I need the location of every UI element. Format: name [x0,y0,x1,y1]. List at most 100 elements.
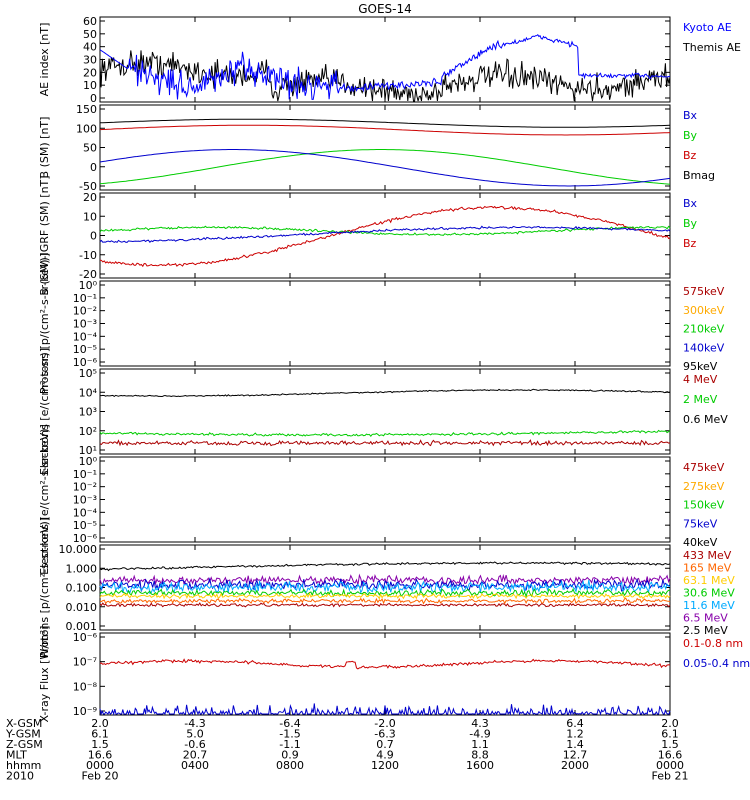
legend-entry: 0.05-0.4 nm [683,657,750,670]
legend-entry: By [683,129,698,142]
legend-entry: 300keV [683,304,725,317]
y-tick-label: 10 [83,79,97,92]
footer-value: 16.6 [658,749,683,762]
y-tick-label: 10⁻² [73,481,97,494]
series-band [99,577,671,593]
y-tick-label: 10⁵ [79,367,97,380]
footer-row-label: Y-GSM [5,728,41,741]
series-band [99,602,671,608]
y-tick-label: -20 [79,268,97,281]
y-tick-label: 10⁻¹ [73,468,97,481]
footer-value: 1200 [371,759,399,772]
series-by [99,225,671,237]
legend-entry: 63.1 MeV [683,574,735,587]
legend-entry: 275keV [683,480,725,493]
panel-2: 150 100 50 0 -50 B (SM) [nT] Bx By Bz Bmag [38,103,715,193]
y-tick-label: 10⁻⁷ [73,656,97,669]
series-bmag [99,118,671,128]
footer-value: 16.6 [88,749,113,762]
y-tick-label: 0 [90,161,97,174]
y-tick-label: 10⁻⁵ [73,343,97,356]
footer-value: Feb 20 [82,770,119,783]
series-band [99,579,671,595]
legend-entry: 6.5 MeV [683,612,728,625]
legend-entry: 11.6 MeV [683,599,735,612]
legend-entry: By [683,217,698,230]
legend-entry: Bx [683,197,698,210]
y-tick-label: -10 [79,249,97,262]
footer-value: 0000 [86,759,114,772]
chart-title: GOES-14 [358,2,412,16]
legend-entry: 4 MeV [683,373,718,386]
legend-entry: Themis AE [682,41,741,54]
panel-5: 10⁵ 10⁴ 10³ 10² 10¹ Electrons [e/(cm²-s-sr)] 4… [38,348,728,475]
y-axis-label: B (SM)-IGRF (SM) [nT] [38,175,51,295]
y-tick-label: 20 [83,191,97,204]
footer-value: 8.8 [471,749,489,762]
series-2-5mev [99,561,671,572]
footer-value: 2000 [561,759,589,772]
y-axis-label: AE index [nT] [38,23,51,97]
panel-frame [99,632,671,716]
y-tick-label: 10 [83,210,97,223]
y-axis-label: B (SM) [nT] [38,117,51,179]
y-tick-label: 10⁻⁴ [73,330,98,343]
y-tick-label: 60 [83,15,97,28]
footer-value: 0800 [276,759,304,772]
footer-value: -1.5 [279,728,300,741]
series-by [99,149,671,185]
y-tick-label: 10⁻³ [73,318,97,331]
panel-3: 20 10 0 -10 -20 B (SM)-IGRF (SM) [nT] Bx By Bz [38,175,698,295]
y-tick-label: 150 [76,103,97,116]
footer-row-label: X-GSM [6,717,42,730]
y-tick-label: 30 [83,54,97,67]
legend-entry: Kyoto AE [683,21,732,34]
footer-value: 6.4 [566,717,584,730]
y-tick-label: 40 [83,41,97,54]
y-tick-label: 100 [76,122,97,135]
y-tick-label: 10⁻⁵ [73,519,97,532]
y-axis-label: Protons [p/(cm²-s-sr-keV)] [38,517,51,658]
footer-value: 6.1 [661,728,679,741]
footer-value: 5.0 [186,728,204,741]
y-tick-label: 10.000 [59,543,98,556]
y-tick-label: 10⁻⁶ [73,532,98,545]
footer-row-label: MLT [6,749,27,762]
y-tick-label: -50 [79,180,97,193]
y-tick-label: 10⁻⁹ [73,705,97,718]
footer-value: -2.0 [374,717,395,730]
series-band [99,587,670,599]
footer-value: -6.4 [279,717,300,730]
y-tick-label: 0.010 [66,601,98,614]
footer-value: 1600 [466,759,494,772]
y-tick-label: 10⁻² [73,305,97,318]
series-2mev [99,429,671,437]
y-tick-label: 10⁻³ [73,494,97,507]
legend-entry: 140keV [683,341,725,354]
footer-value: 1.4 [566,738,584,751]
panel-frame [99,456,671,543]
footer-row-label: hhmm [6,759,41,772]
y-tick-label: 0 [90,230,97,243]
footer-value: 20.7 [183,749,208,762]
footer-value: -0.6 [184,738,205,751]
series-band [99,592,671,600]
series-themis-ae [99,50,671,102]
series-xray-short [99,703,671,716]
y-tick-label: 0.100 [66,582,98,595]
legend-entry: 575keV [683,285,725,298]
series-bx [99,225,671,244]
footer-row-label: Z-GSM [6,738,43,751]
y-tick-label: 10¹ [79,444,97,457]
legend-entry: 95keV [683,360,718,373]
panel-7: 10.000 1.000 0.100 0.010 0.001 Protons [p/(cm… [38,517,735,658]
y-tick-label: 10⁻⁶ [73,356,98,369]
y-tick-label: 10³ [79,406,97,419]
y-axis-label: Electrons [e/(cm²-s-sr-keV)] [38,424,51,575]
y-tick-label: 20 [83,66,97,79]
footer-value: Feb 21 [652,770,689,783]
footer-value: -1.1 [279,738,300,751]
